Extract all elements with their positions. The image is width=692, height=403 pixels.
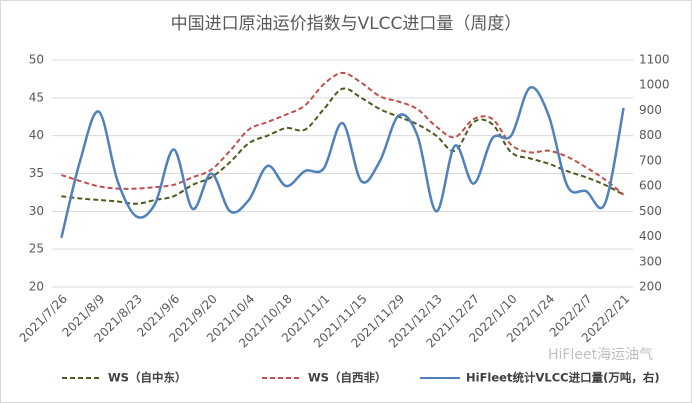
y2-tick-label: 1000	[639, 78, 670, 92]
series-line	[60, 86, 625, 239]
y-tick-label: 25	[29, 242, 44, 256]
y2-tick-label: 900	[639, 103, 662, 117]
y2-tick-label: 300	[639, 254, 662, 268]
y2-tick-label: 500	[639, 204, 662, 218]
y-tick-label: 20	[29, 280, 44, 294]
y2-tick-label: 400	[639, 229, 662, 243]
y2-tick-label: 200	[639, 280, 662, 294]
y-tick-label: 50	[29, 53, 44, 67]
chart-title: 中国进口原油运价指数与VLCC进口量（周度）	[171, 14, 522, 34]
legend-label: WS（自中东）	[108, 371, 186, 385]
legend-label: WS（自西非）	[308, 371, 386, 385]
y-tick-label: 30	[29, 204, 44, 218]
y-tick-label: 35	[29, 166, 44, 180]
y-tick-label: 40	[29, 128, 44, 142]
y-tick-label: 45	[29, 90, 44, 104]
watermark: HiFleet海运油气	[548, 347, 653, 363]
legend-label: HiFleet统计VLCC进口量(万吨，右)	[466, 371, 660, 385]
y2-tick-label: 800	[639, 128, 662, 142]
series-line	[61, 71, 625, 196]
y2-tick-label: 700	[639, 153, 662, 167]
y2-tick-label: 1100	[639, 53, 670, 67]
y2-tick-label: 600	[639, 179, 662, 193]
series-line	[61, 87, 625, 205]
